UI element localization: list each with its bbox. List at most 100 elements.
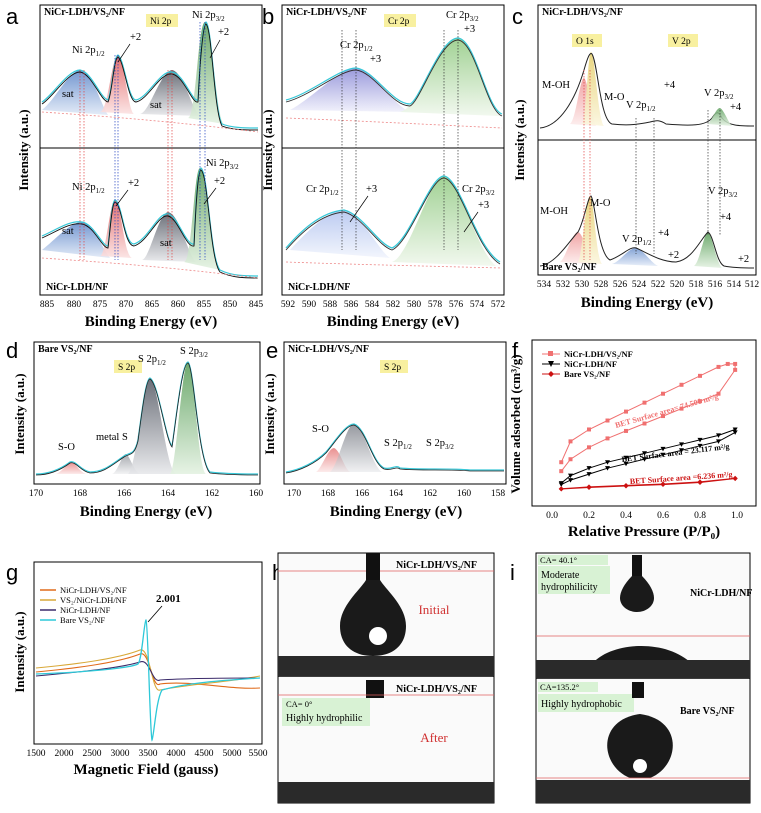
svg-text:1.0: 1.0 (731, 511, 743, 521)
f-point-1-9 (716, 439, 721, 444)
panel-h: h NiCr-LDH/VS₂/NF Initial NiCr-LDH/VS₂/N… (272, 552, 495, 804)
b-top-raw-curve (285, 37, 503, 115)
svg-text:158: 158 (491, 489, 506, 499)
svg-text:0.0: 0.0 (546, 511, 558, 521)
a-bot-baseline (41, 257, 259, 279)
e-s32-label: S 2p3/2 (426, 438, 454, 451)
g-legend: NiCr-LDH/VS₂/NF VS₂/NiCr-LDH/NF NiCr-LDH… (40, 585, 127, 625)
i-top-label2: hydrophilicity (541, 582, 598, 593)
i-top-green-box (538, 566, 610, 594)
d-metal-label: metal S (96, 432, 128, 443)
e-sample: NiCr-LDH/VS₂/NF (288, 344, 369, 355)
f-point-0-21 (568, 439, 573, 444)
c-top-v12-label: V 2p1/2 (626, 100, 656, 113)
a-top-ni32-label: Ni 2p3/2 (192, 10, 225, 23)
panel-d: d Bare VS₂/NF S 2p S-O metal S S 2p1/2 S… (6, 338, 263, 520)
a-top-sat-label: sat (62, 89, 74, 100)
panel-f-letter: f (512, 338, 519, 363)
d-tag-bg (114, 360, 142, 373)
f-ylabel: Volume adsorbed (cm³/g) (508, 354, 523, 493)
g-xticks: 1500 2000 2500 3000 3500 4000 4500 5000 … (27, 749, 268, 759)
h-needle-top (366, 553, 380, 581)
f-point-1-7 (679, 448, 684, 453)
e-s12-label: S 2p1/2 (384, 438, 412, 451)
svg-text:4500: 4500 (195, 749, 214, 759)
c-top-mo-peak (582, 52, 604, 126)
svg-text:170: 170 (287, 489, 302, 499)
f-point-0-19 (605, 418, 610, 423)
svg-text:170: 170 (29, 489, 44, 499)
a-bot-sat2-label: sat (160, 238, 172, 249)
f-point-0-16 (661, 391, 665, 396)
panel-g-frame (33, 561, 263, 745)
f-point-0-18 (624, 409, 628, 414)
c-tag-v-bg (668, 34, 698, 47)
h-bottom-substrate (278, 782, 494, 803)
a-bot-fit-curve (41, 169, 259, 279)
f-point-1-13 (697, 437, 703, 443)
f-point-0-2 (587, 445, 591, 450)
b-top-baseline (285, 117, 503, 129)
b-top-sample: NiCr-LDH/VS₂/NF (286, 7, 367, 18)
a-top-sample: NiCr-LDH/VS₂/NF (44, 7, 125, 18)
f-point-1-4 (623, 461, 629, 467)
d-s12-peak (128, 378, 176, 474)
g-xlabel: Magnetic Field (gauss) (74, 762, 219, 778)
svg-text:0.4: 0.4 (620, 511, 632, 521)
svg-text:4000: 4000 (167, 749, 186, 759)
b-top-cr32-label: Cr 2p3/2 (446, 10, 479, 23)
f-point-0-10 (733, 367, 738, 372)
h-top-substrate (278, 656, 494, 676)
c-bot-v12-peak (612, 248, 658, 266)
f-point-0-6 (661, 414, 665, 419)
i-bottom-sample: Bare VS₂/NF (680, 706, 735, 717)
panel-c-letter: c (512, 4, 523, 29)
a-top-sat2-peak (140, 70, 200, 116)
i-top-ca: CA= 40.1° (540, 555, 577, 565)
f-point-1-14 (679, 442, 684, 447)
f-point-1-18 (605, 460, 610, 465)
i-top-sample: NiCr-LDH/NF (690, 588, 752, 599)
a-bot-ni12-label: Ni 2p1/2 (72, 182, 105, 195)
b-tag: Cr 2p (388, 17, 410, 27)
f-point-0-1 (568, 457, 573, 462)
a-xticks: 885 880 875 870 865 860 855 850 845 (40, 300, 264, 310)
svg-text:582: 582 (386, 300, 401, 310)
c-guides (635, 110, 721, 254)
panel-d-frame (33, 341, 261, 485)
b-tag-bg (384, 14, 416, 27)
f-point-0-3 (605, 436, 610, 441)
b-bot-arrow1 (349, 195, 369, 223)
c-top-plus4-b: +4 (730, 102, 742, 113)
svg-text:3000: 3000 (111, 749, 130, 759)
b-top-plus3-b: +3 (464, 24, 475, 35)
f-legend: NiCr-LDH/VS₂/NF NiCr-LDH/NF Bare VS₂/NF (542, 349, 633, 379)
c-bot-plus4-b: +4 (720, 212, 732, 223)
f-point-0-17 (642, 400, 647, 405)
svg-text:168: 168 (73, 489, 88, 499)
a-top-plus2-b: +2 (218, 27, 229, 38)
svg-text:5500: 5500 (249, 749, 268, 759)
a-top-ni32-peak (188, 22, 224, 124)
i-bottom-ca-bg (538, 682, 598, 692)
a-bot-arrow1 (115, 189, 129, 207)
svg-text:524: 524 (632, 280, 647, 290)
b-ylabel: Intensity (a.u.) (260, 109, 275, 190)
b-bot-fit-curve (285, 177, 501, 265)
svg-text:1500: 1500 (27, 749, 46, 759)
panel-g-letter: g (6, 560, 18, 585)
f-point-1-1 (568, 478, 573, 483)
svg-text:592: 592 (281, 300, 296, 310)
d-fit-curve (35, 362, 259, 476)
f-point-0-0 (559, 469, 564, 474)
svg-text:586: 586 (344, 300, 359, 310)
f-point-1-16 (642, 451, 647, 456)
g-peak-arrow (147, 605, 163, 623)
f-point-0-22 (559, 460, 564, 465)
svg-text:160: 160 (249, 489, 264, 499)
d-so-peak (56, 462, 86, 474)
svg-text:572: 572 (491, 300, 506, 310)
h-green-box (282, 698, 370, 726)
g-series-3 (35, 619, 261, 742)
h-needle-bottom (366, 680, 384, 698)
